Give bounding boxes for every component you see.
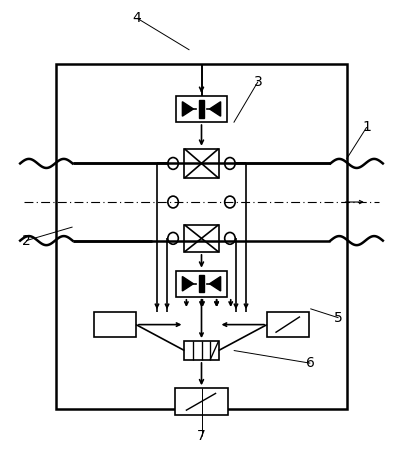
Polygon shape: [182, 102, 193, 116]
Circle shape: [225, 158, 235, 169]
Text: 1: 1: [362, 120, 371, 134]
Bar: [185, 225, 218, 252]
Polygon shape: [210, 276, 221, 291]
Polygon shape: [199, 100, 204, 118]
Bar: [177, 96, 226, 122]
Polygon shape: [182, 276, 193, 291]
Circle shape: [225, 232, 235, 244]
Bar: [185, 341, 218, 360]
Bar: [177, 271, 226, 297]
Text: 3: 3: [253, 75, 262, 89]
Text: 7: 7: [197, 429, 206, 443]
Circle shape: [168, 158, 179, 169]
Bar: [267, 312, 310, 337]
Polygon shape: [210, 102, 221, 116]
Bar: [185, 148, 218, 178]
Circle shape: [225, 196, 235, 208]
Bar: [56, 64, 347, 409]
Text: 6: 6: [306, 356, 315, 370]
Bar: [93, 312, 136, 337]
Polygon shape: [199, 275, 204, 292]
Text: 2: 2: [22, 234, 31, 247]
Text: 5: 5: [334, 311, 343, 325]
Circle shape: [168, 196, 179, 208]
Text: 4: 4: [133, 11, 141, 25]
Circle shape: [168, 232, 179, 244]
Bar: [175, 388, 228, 415]
